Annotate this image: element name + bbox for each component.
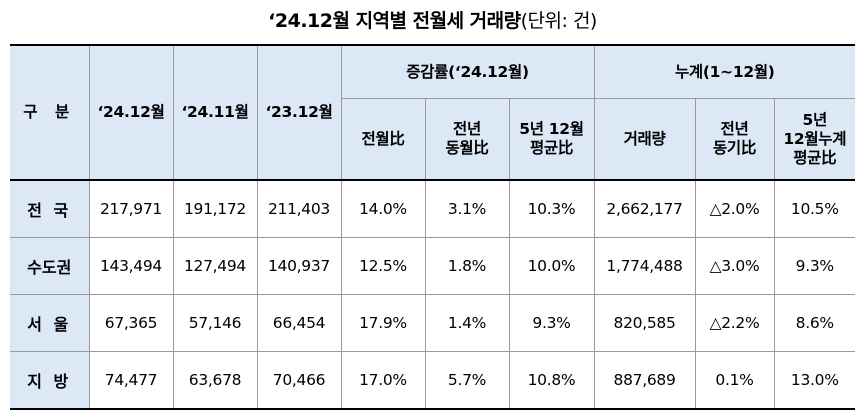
cell-2312: 211,403	[256, 180, 342, 238]
cell-2411: 127,494	[172, 237, 258, 295]
cell-cum-yoy: △3.0%	[694, 237, 775, 295]
cell-cum-yoy: △2.0%	[694, 180, 775, 238]
cell-2412: 74,477	[88, 351, 174, 410]
rental-volume-table: 구 분 ‘24.12월 ‘24.11월 ‘23.12월 증감률(‘24.12월)…	[10, 44, 856, 410]
cell-2411: 57,146	[172, 294, 258, 352]
cell-cum-avg5: 9.3%	[773, 237, 856, 295]
cell-avg5: 10.8%	[508, 351, 595, 410]
cell-cum: 2,662,177	[593, 180, 696, 238]
header-yoy-month: 전년 동월比	[424, 98, 510, 181]
cell-yoy: 1.8%	[424, 237, 510, 295]
header-2411: ‘24.11월	[172, 44, 258, 181]
table-row: 전 국 217,971 191,172 211,403 14.0% 3.1% 1…	[10, 180, 856, 238]
cell-cum: 1,774,488	[593, 237, 696, 295]
title-unit: (단위: 건)	[520, 10, 598, 32]
header-group-cumulative: 누계(1~12월)	[593, 44, 856, 99]
cell-2312: 66,454	[256, 294, 342, 352]
cell-mom: 14.0%	[340, 180, 426, 238]
cell-yoy: 5.7%	[424, 351, 510, 410]
header-yoy-period: 전년 동기比	[694, 98, 775, 181]
cell-avg5: 9.3%	[508, 294, 595, 352]
cell-cum: 887,689	[593, 351, 696, 410]
table-row: 지 방 74,477 63,678 70,466 17.0% 5.7% 10.8…	[10, 351, 856, 410]
region-cell: 지 방	[10, 351, 90, 410]
header-2312: ‘23.12월	[256, 44, 342, 181]
region-cell: 수도권	[10, 237, 90, 295]
region-cell: 전 국	[10, 180, 90, 238]
cell-cum: 820,585	[593, 294, 696, 352]
cell-avg5: 10.3%	[508, 180, 595, 238]
header-category: 구 분	[10, 44, 90, 181]
header-volume: 거래량	[593, 98, 696, 181]
cell-mom: 17.9%	[340, 294, 426, 352]
region-cell: 서 울	[10, 294, 90, 352]
header-group-change: 증감률(‘24.12월)	[340, 44, 595, 99]
header-mom: 전월比	[341, 98, 426, 181]
cell-2412: 143,494	[88, 237, 174, 295]
cell-2312: 70,466	[256, 351, 342, 410]
table-row: 서 울 67,365 57,146 66,454 17.9% 1.4% 9.3%…	[10, 294, 856, 352]
cell-2312: 140,937	[256, 237, 342, 295]
cell-2411: 191,172	[172, 180, 258, 238]
cell-yoy: 1.4%	[424, 294, 510, 352]
cell-mom: 12.5%	[340, 237, 426, 295]
header-avg5-month: 5년 12월 평균比	[508, 98, 595, 181]
header-avg5-cum: 5년 12월누계 평균比	[773, 98, 856, 181]
cell-cum-avg5: 10.5%	[773, 180, 856, 238]
table-title: ‘24.12월 지역별 전월세 거래량(단위: 건)	[0, 6, 865, 33]
header-2412: ‘24.12월	[88, 44, 174, 181]
cell-mom: 17.0%	[340, 351, 426, 410]
cell-cum-avg5: 13.0%	[773, 351, 856, 410]
table-row: 수도권 143,494 127,494 140,937 12.5% 1.8% 1…	[10, 237, 856, 295]
cell-avg5: 10.0%	[508, 237, 595, 295]
cell-yoy: 3.1%	[424, 180, 510, 238]
cell-cum-yoy: △2.2%	[694, 294, 775, 352]
cell-cum-avg5: 8.6%	[773, 294, 856, 352]
cell-2411: 63,678	[172, 351, 258, 410]
title-main: ‘24.12월 지역별 전월세 거래량	[268, 10, 521, 32]
cell-2412: 217,971	[88, 180, 174, 238]
cell-cum-yoy: 0.1%	[694, 351, 775, 410]
cell-2412: 67,365	[88, 294, 174, 352]
